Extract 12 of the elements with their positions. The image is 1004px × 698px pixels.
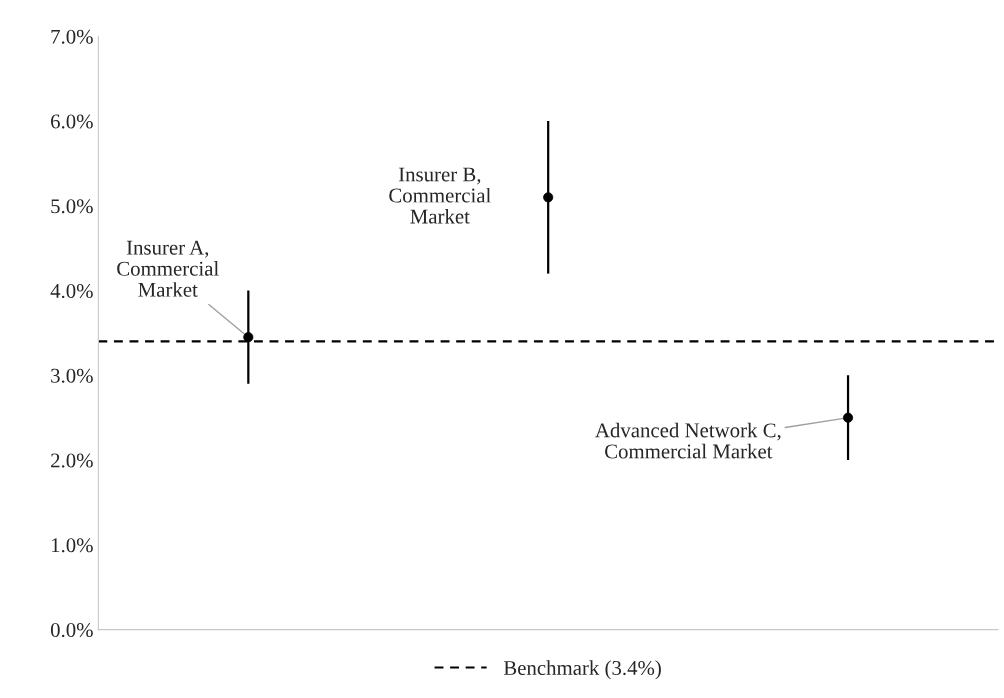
y-tick-label: 7.0% bbox=[51, 29, 93, 44]
y-tick-label: 5.0% bbox=[51, 199, 93, 214]
y-tick-label: 6.0% bbox=[51, 114, 93, 129]
annotation: Insurer A, Commercial Market bbox=[117, 240, 219, 297]
legend-label: Benchmark (3.4%) bbox=[503, 660, 661, 680]
y-tick-label: 2.0% bbox=[51, 453, 93, 468]
y-tick-label: 4.0% bbox=[50, 283, 93, 299]
annotation: Insurer B, Commercial Market bbox=[389, 167, 491, 224]
annotation: Advanced Network C, Commercial Market bbox=[595, 422, 781, 459]
y-tick-label: 1.0% bbox=[51, 538, 93, 553]
y-tick-label: 3.0% bbox=[51, 368, 93, 383]
y-tick-label: 0.0% bbox=[50, 622, 93, 638]
